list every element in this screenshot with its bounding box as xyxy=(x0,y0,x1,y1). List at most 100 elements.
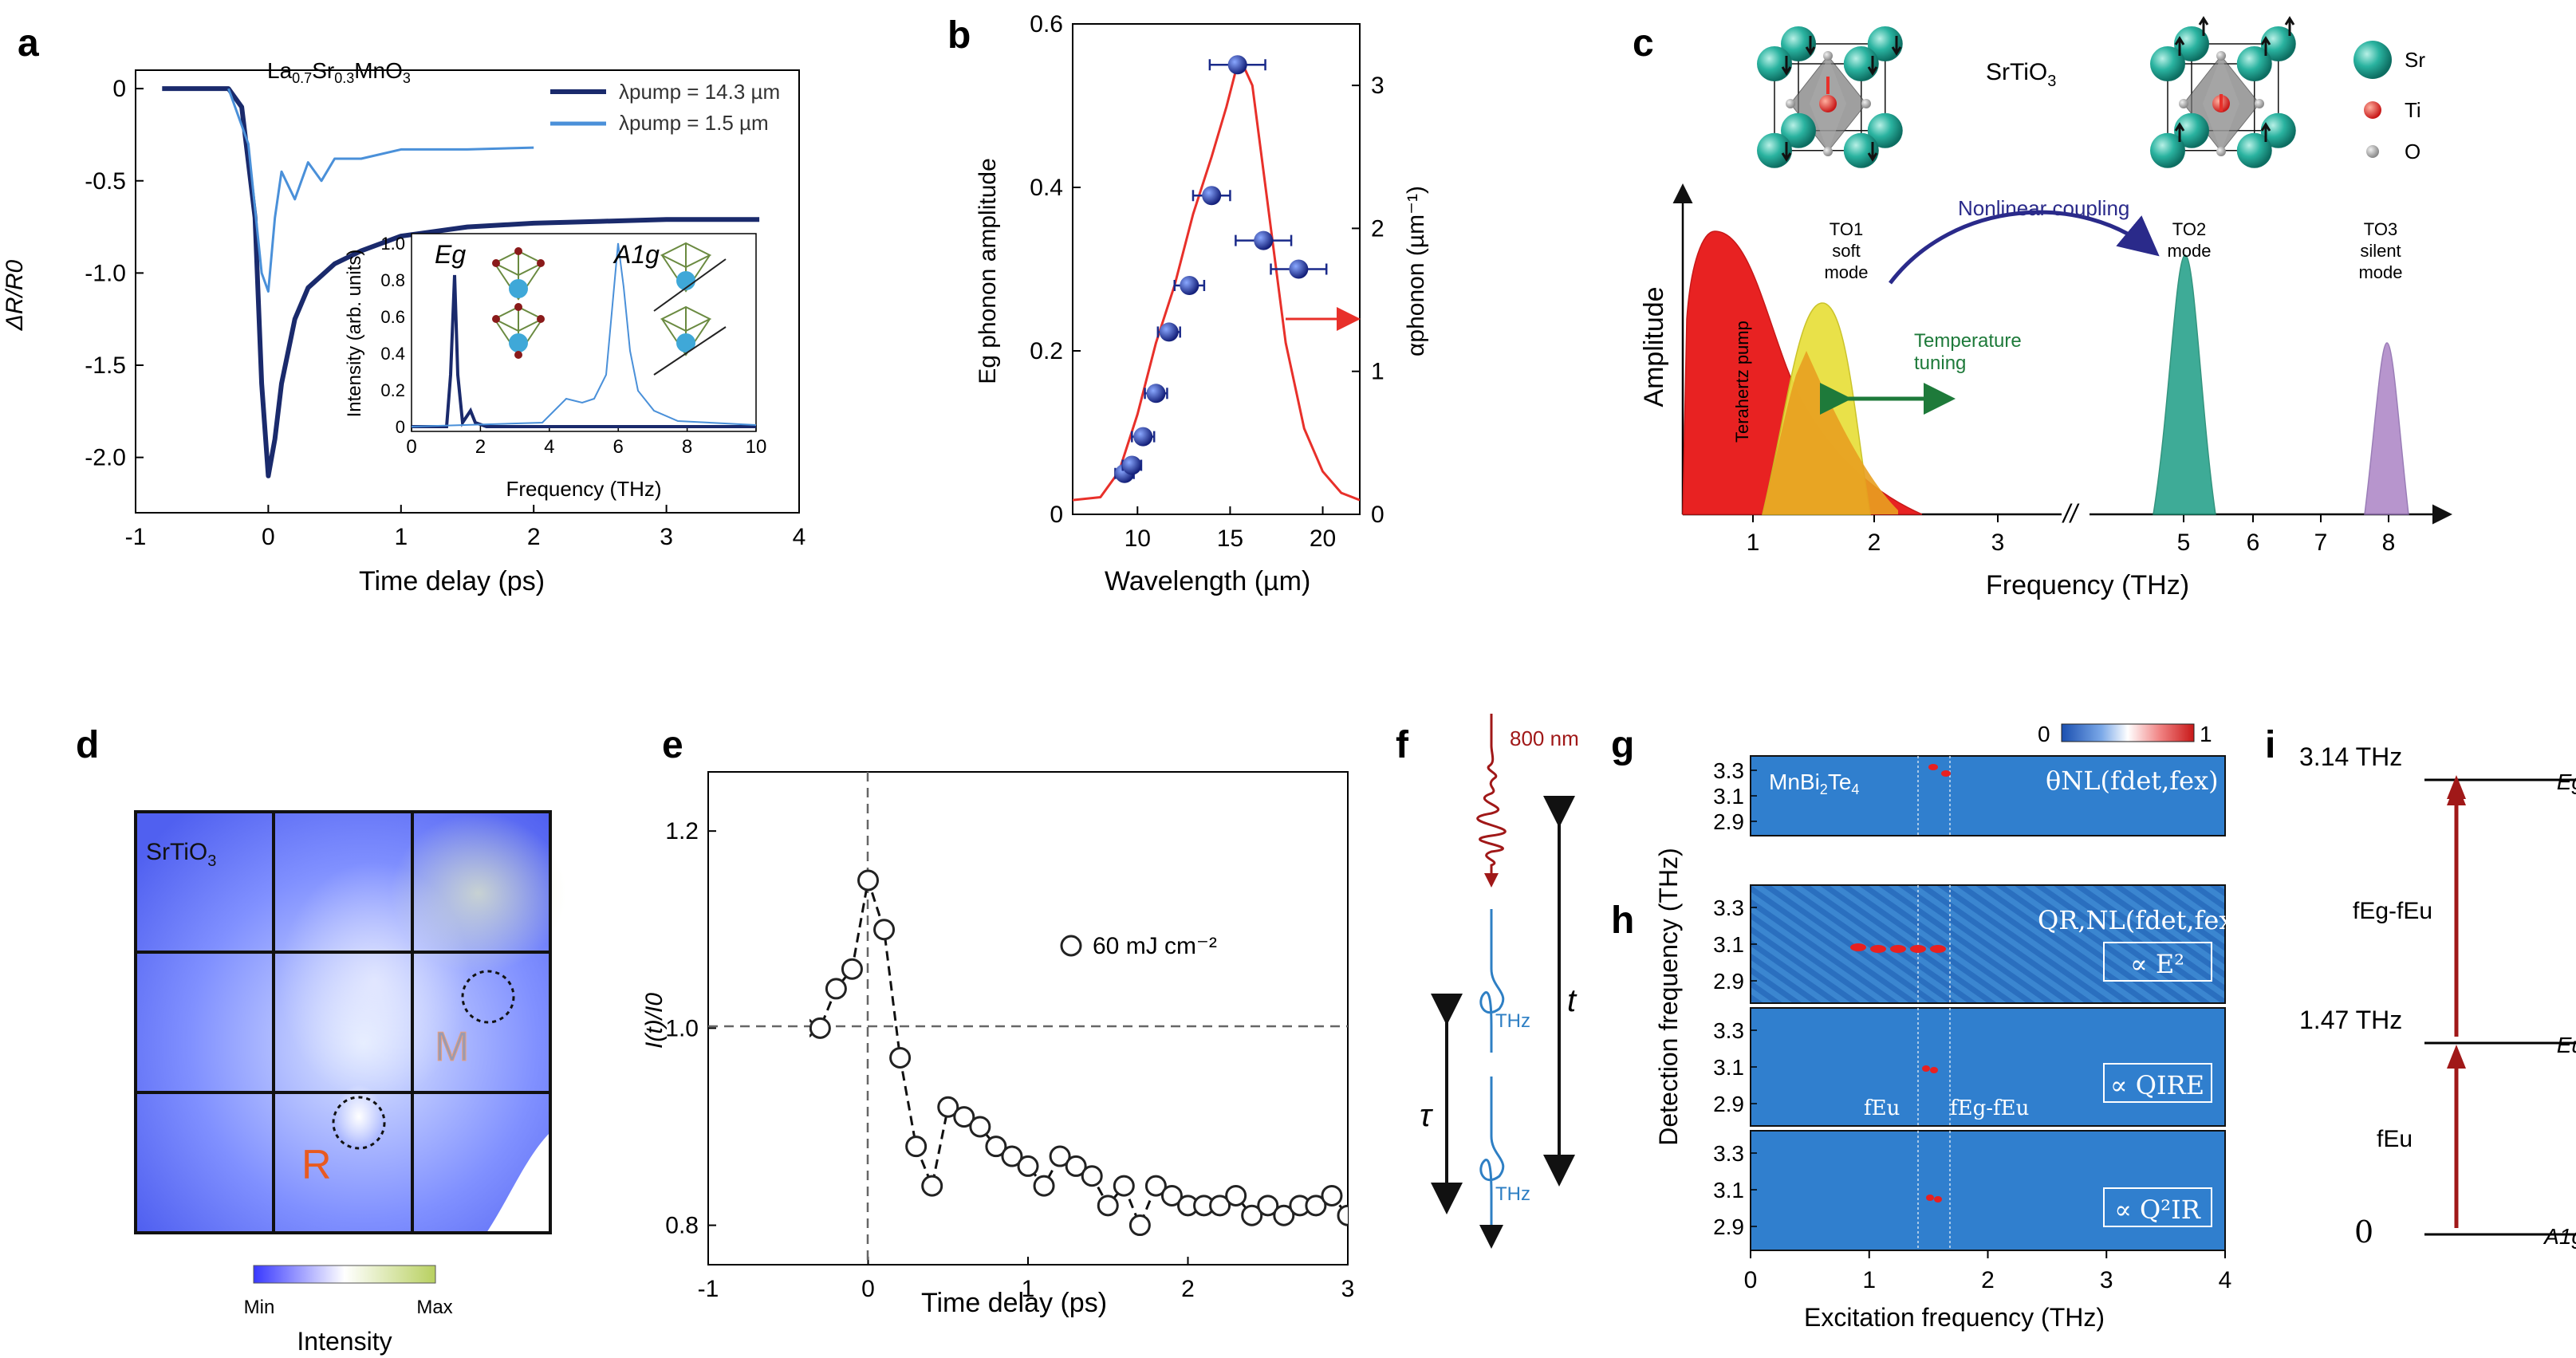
sr-atom xyxy=(2150,46,2185,81)
b-y2tick-label: 3 xyxy=(1371,73,1385,99)
ylabel-gh: Detection frequency (THz) xyxy=(1654,848,1683,1145)
displacement-arrow xyxy=(1891,36,1902,56)
b-xtick-label: 10 xyxy=(1125,525,1151,552)
q-formula: QR,NL(fdet,fex) xyxy=(2038,905,2243,935)
h2-hotspot xyxy=(1922,1065,1930,1072)
b-y2tick-label: 0 xyxy=(1371,502,1385,528)
a-xtick-label: 0 xyxy=(262,524,275,550)
panel-label-c: c xyxy=(1633,22,1654,65)
h-feu-label: fEu xyxy=(1864,1096,1900,1120)
panel-a: -1 0 1 2 3 40-0.5-1.0-1.5-2.0 La0.7Sr0.3MnO3 … xyxy=(2,58,805,596)
gh-xtick-label: 0 xyxy=(1744,1267,1758,1293)
level-eu-value: 1.47 THz xyxy=(2299,1006,2402,1034)
gh-xtick-label: 2 xyxy=(1981,1267,1995,1293)
xlabel-a: Time delay (ps) xyxy=(359,566,545,596)
e-data-point xyxy=(715,1009,734,1028)
b-ytick-label: 0.4 xyxy=(1030,175,1063,201)
inset-ytick-label: 0.2 xyxy=(380,380,405,400)
a-ytick-label: -2.0 xyxy=(85,445,126,471)
h1-hotspot xyxy=(1910,945,1926,953)
ylabel-b-left: Eg phonon amplitude xyxy=(975,158,1001,384)
sr-atom xyxy=(1843,46,1879,81)
e-data-point xyxy=(825,978,847,1000)
level-a1g-value: 0 xyxy=(2354,1214,2373,1250)
panel-gh: 0 1 3.33.12.93.33.12.93.33.12.93.33.12.9… xyxy=(1654,722,2243,1332)
o-atom xyxy=(1786,99,1795,108)
h-map-2 xyxy=(1751,1008,2225,1126)
a-xtick-label: 2 xyxy=(527,524,541,550)
pump-overlap-region xyxy=(1763,351,1898,514)
a-ytick-label: 0 xyxy=(112,76,126,102)
e-data-point xyxy=(1017,1155,1039,1177)
sr-atom xyxy=(1867,26,1903,61)
e-data-point xyxy=(841,958,863,980)
panel-label-h: h xyxy=(1611,899,1634,942)
a1g-crystal-sketch xyxy=(660,242,712,356)
b-alpha-curve xyxy=(1073,55,1360,502)
legend-a2: λpump = 1.5 µm xyxy=(619,111,769,135)
panel-label-i: i xyxy=(2265,724,2275,766)
e-data-point xyxy=(1065,1155,1087,1177)
to1-label-line1: TO1 xyxy=(1830,219,1863,239)
e-xtick-label: 1 xyxy=(1022,1276,1035,1302)
h-subpanel-box-1 xyxy=(2103,942,2212,982)
h-subpanel-label-1: ∝ E² xyxy=(2130,949,2184,979)
sr-atom xyxy=(1781,26,1816,61)
tuning-label-line1: Temperature xyxy=(1914,330,2022,352)
sr-atom xyxy=(1757,132,1792,168)
o-atom xyxy=(2216,51,2226,61)
h-feg-feu-label: fEg-fEu xyxy=(1950,1096,2029,1120)
e-data-point xyxy=(905,1136,928,1158)
crystal-structure-to2 xyxy=(2150,16,2296,168)
h1-hotspot xyxy=(1850,943,1866,951)
nonlinear-coupling-arrow xyxy=(1889,210,2160,285)
e-data-point xyxy=(778,1009,798,1028)
level-name-2: Eu xyxy=(2557,1033,2576,1057)
b-data-point xyxy=(1202,186,1222,206)
crystal-structure-to1 xyxy=(1757,26,1903,168)
e-data-point xyxy=(889,1046,912,1069)
sr-atom xyxy=(2174,26,2209,61)
panel-label-b: b xyxy=(947,14,971,57)
terahertz-pump-label: Terahertz pump xyxy=(1732,321,1752,443)
inset-xlabel: Frequency (THz) xyxy=(506,477,661,501)
o-atom xyxy=(1861,99,1871,108)
e-ytick-label: 1.2 xyxy=(665,818,699,844)
b-ytick-label: 0 xyxy=(1050,502,1063,528)
panel-d: SrTiO3 R M Min Max Intensity xyxy=(134,810,566,1356)
sr-atom xyxy=(2174,112,2209,148)
e-data-point xyxy=(1097,1195,1119,1217)
b-data-point xyxy=(1227,55,1247,75)
c-axis-break: // xyxy=(2062,499,2080,528)
to2-label-line1: TO2 xyxy=(2172,219,2206,239)
b-y2tick-label: 2 xyxy=(1371,215,1385,242)
thz-pulse-1 xyxy=(1479,909,1505,1053)
c-xtick-label: 7 xyxy=(2314,529,2328,556)
h3-hotspot xyxy=(1926,1195,1934,1201)
e-data-point xyxy=(1128,1214,1151,1237)
legend-o: O xyxy=(2405,140,2420,163)
to3-label-line1: TO3 xyxy=(2364,219,2397,239)
inset-xtick-label: 8 xyxy=(682,436,692,458)
gh-ytick-label: 3.3 xyxy=(1713,895,1744,920)
displacement-arrow xyxy=(2174,36,2185,56)
legend-a1: λpump = 14.3 µm xyxy=(619,80,780,104)
colorbar-g-max: 1 xyxy=(2200,722,2212,746)
h3-hotspot xyxy=(1934,1196,1942,1203)
gh-xtick-label: 1 xyxy=(1862,1267,1876,1293)
thz-label-2: THz xyxy=(1495,1183,1530,1205)
m-point-label: M xyxy=(435,1024,469,1070)
to1-label-line3: mode xyxy=(1824,262,1868,282)
panel-e: -1 0 1 2 3 0.8 1.0 1.2 60 mJ cm⁻² Time delay (p… xyxy=(641,771,1354,1318)
gh-ytick-label: 2.9 xyxy=(1713,1214,1744,1239)
e-data-point xyxy=(1049,1145,1071,1167)
xlabel-gh: Excitation frequency (THz) xyxy=(1804,1303,2105,1332)
tuning-label-line2: tuning xyxy=(1914,352,1966,374)
to2-mode-peak xyxy=(2153,254,2216,515)
e-data-point xyxy=(953,1106,975,1128)
ylabel-a: ΔR/R0 xyxy=(2,259,28,331)
b-data-point xyxy=(1289,259,1309,279)
inset-ylabel: Intensity (arb. units) xyxy=(344,250,365,418)
displacement-arrow xyxy=(1781,56,1792,76)
